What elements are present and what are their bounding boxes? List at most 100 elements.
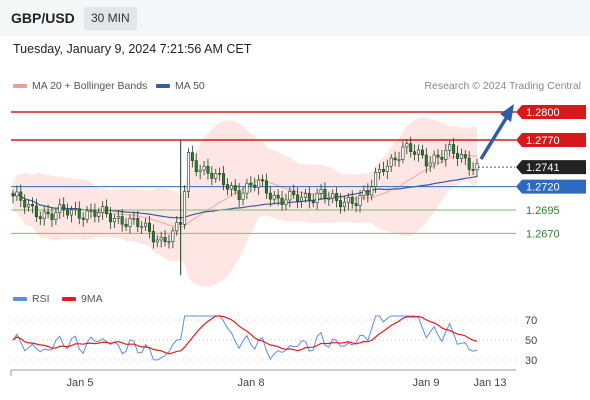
candle (38, 216, 42, 219)
candle (463, 154, 467, 159)
candle (420, 149, 424, 156)
candle (225, 184, 229, 190)
x-tick-label: Jan 5 (67, 377, 94, 389)
candle (175, 222, 179, 232)
candle (155, 239, 159, 243)
candle (350, 196, 354, 204)
candle (23, 199, 27, 208)
candle (73, 208, 77, 211)
candle (69, 209, 73, 216)
bollinger-band (13, 117, 477, 287)
rsi-tick-70: 70 (525, 315, 537, 327)
candle (241, 192, 245, 200)
candle (89, 210, 93, 212)
candle (335, 193, 339, 201)
symbol-title: GBP/USD (11, 10, 75, 26)
interval-button[interactable]: 30 MIN (84, 7, 137, 30)
candle (101, 206, 105, 213)
candle (183, 191, 187, 225)
candle (62, 204, 66, 211)
candle (307, 193, 311, 202)
candle (202, 165, 206, 171)
candle (288, 190, 292, 201)
legend-ma50: MA 50 (156, 80, 205, 92)
candle (34, 205, 38, 218)
rsi-tick-50: 50 (525, 335, 537, 347)
copyright-notice: Research © 2024 Trading Central (424, 80, 581, 92)
candle (27, 204, 31, 208)
candle (105, 206, 109, 214)
candle (144, 222, 148, 227)
level-1-2695-label: 1.2695 (526, 205, 560, 217)
candle (424, 154, 428, 167)
candle (378, 169, 382, 173)
x-tick-label: Jan 9 (413, 377, 440, 389)
level-1-2741-label: 1.2741 (526, 162, 560, 174)
candle (331, 193, 335, 199)
candle (19, 191, 23, 201)
candle (448, 144, 452, 151)
candle (467, 157, 471, 170)
candle (198, 169, 202, 172)
rsi-ma9-line (12, 315, 478, 355)
candle (171, 230, 175, 242)
candle (432, 154, 436, 164)
legend-ma9: 9MA (62, 293, 103, 305)
candle (237, 190, 241, 200)
candle (323, 189, 327, 199)
level-1-2670-label: 1.2670 (526, 228, 560, 240)
candle (346, 196, 350, 203)
candle (30, 204, 34, 207)
ma50-swatch (156, 84, 170, 89)
level-1-2720-tag (516, 179, 586, 194)
candle (311, 200, 315, 204)
candle (116, 216, 120, 219)
candle (292, 190, 296, 196)
candle (362, 190, 366, 196)
candle (229, 185, 233, 190)
level-1-2800-tag (516, 105, 586, 119)
candle (81, 217, 85, 220)
rsi-swatch (13, 297, 27, 302)
bollinger-swatch (13, 84, 27, 89)
candle (264, 180, 268, 194)
candle (15, 191, 19, 197)
legend-rsi: RSI (13, 293, 50, 305)
candle (366, 190, 370, 196)
candle (218, 173, 222, 175)
level-1-2720-label: 1.2720 (526, 182, 560, 194)
candle (475, 163, 479, 171)
candle (245, 182, 249, 194)
candle (409, 143, 413, 152)
candle (222, 173, 226, 185)
candle (296, 194, 300, 202)
candle (66, 209, 70, 216)
candle (327, 198, 331, 200)
candle (319, 189, 323, 194)
candle (194, 160, 198, 172)
legend-ma9-label: 9MA (81, 293, 103, 305)
candle (405, 143, 409, 148)
ma9-swatch (62, 297, 76, 302)
candle (124, 223, 128, 227)
candle (471, 169, 475, 171)
candle (210, 172, 214, 179)
candle (385, 165, 389, 172)
candle (163, 237, 167, 242)
candle (147, 222, 151, 232)
candle (11, 192, 15, 197)
candle (112, 218, 116, 223)
candle (190, 152, 194, 161)
candle (97, 212, 101, 217)
candle (284, 199, 288, 205)
candle (417, 149, 421, 155)
candle (151, 231, 155, 243)
candle (300, 196, 304, 202)
candle (233, 185, 237, 191)
candle (393, 157, 397, 161)
candle (58, 204, 62, 213)
chart-header: GBP/USD 30 MIN (0, 0, 590, 36)
candle (440, 156, 444, 160)
x-tick-label: Jan 8 (238, 377, 265, 389)
